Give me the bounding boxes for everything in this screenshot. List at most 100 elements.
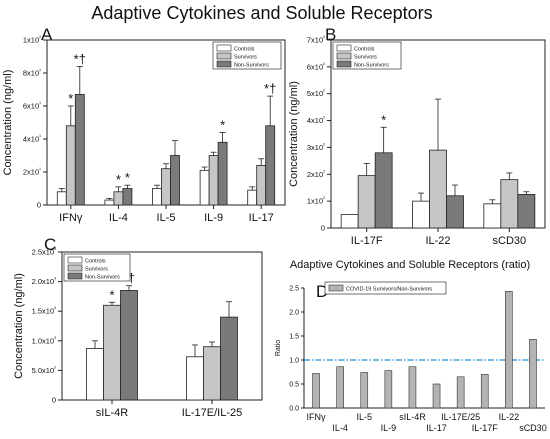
bar — [208, 155, 219, 206]
ratio-bar — [336, 366, 344, 409]
bar — [120, 290, 138, 401]
legend-swatch — [216, 44, 232, 52]
bar — [483, 203, 502, 229]
bar — [500, 179, 519, 229]
bar — [374, 152, 393, 229]
legend-label: Survivors — [85, 267, 108, 273]
y-tick-label: 3x10² — [307, 143, 325, 152]
x-tick-label: IL-17F — [472, 423, 499, 433]
significance-marker: * — [220, 117, 225, 132]
bar — [220, 316, 238, 401]
bar — [429, 149, 447, 229]
bar — [357, 175, 376, 229]
bar — [86, 348, 104, 401]
y-tick-label: 1.5 — [289, 334, 299, 341]
significance-marker: * — [68, 91, 73, 106]
ratio-bar — [408, 366, 417, 409]
y-axis-label: Concentration (ng/ml) — [2, 70, 14, 176]
panel-letter: A — [41, 25, 53, 44]
bar — [446, 195, 464, 229]
y-tick-label: 2.0x10³ — [32, 277, 57, 286]
y-tick-label: 1.0x10³ — [32, 336, 57, 345]
bar — [170, 155, 180, 206]
x-tick-label: IL-5 — [356, 412, 372, 422]
x-tick-label: IL-22 — [499, 412, 520, 422]
y-axis-label: Concentration (ng/ml) — [288, 81, 300, 187]
ratio-bar — [312, 373, 320, 409]
ratio-bar — [505, 291, 513, 409]
plot-frame — [61, 251, 263, 401]
x-tick-label: sIL-4R — [399, 412, 426, 422]
panel-letter: C — [44, 235, 56, 254]
ratio-bar — [384, 370, 393, 409]
ratio-bar — [480, 374, 489, 409]
bar — [152, 188, 162, 206]
y-tick-label: 1x10² — [307, 197, 325, 206]
significance-marker: * — [381, 112, 386, 127]
x-tick-label: IL-5 — [157, 212, 176, 224]
y-tick-label: 0.0 — [289, 406, 299, 413]
y-tick-label: 2.0 — [289, 310, 299, 317]
x-tick-label: IL-9 — [381, 423, 397, 433]
panel-d-title: Adaptive Cytokines and Soluble Receptors… — [290, 259, 530, 271]
y-tick-label: 4x10² — [307, 116, 325, 125]
legend-label: Survivors — [354, 55, 377, 61]
legend: COVID-19 Survivors/Non-Survivors — [324, 281, 447, 295]
panel-b-chart: B Concentration (ng/ml) 0 1x10² 2x10² 3x10² 4x… — [288, 25, 546, 247]
bar — [412, 200, 430, 229]
bar — [256, 164, 267, 206]
bar — [186, 356, 204, 401]
legend-label: Controls — [85, 259, 106, 265]
legend-label: Non-Survivors — [354, 63, 389, 69]
bar — [56, 191, 67, 206]
y-tick-label: 2.5 — [289, 286, 299, 293]
legend: Controls Survivors Non-Survivors — [332, 41, 402, 70]
legend-swatch — [67, 264, 83, 272]
significance-marker: * — [125, 170, 130, 185]
legend: Controls Survivors Non-Survivors — [212, 41, 282, 70]
panel-a-chart: A Concentration (ng/ml) 0 2x10¹ 4x10¹ 6x10¹ 8x… — [2, 25, 286, 224]
y-tick-label: 7x10² — [307, 36, 325, 45]
bar — [113, 191, 124, 206]
bar — [103, 304, 121, 401]
ratio-bar — [432, 383, 441, 409]
y-tick-label: 2.5x10³ — [32, 248, 57, 257]
significance-marker: *† — [74, 51, 86, 66]
x-tick-label: IFNγ — [59, 212, 83, 224]
y-tick-label: 1.0 — [289, 358, 299, 365]
y-tick-label: 0.5 — [289, 382, 299, 389]
legend-swatch — [336, 60, 352, 68]
y-tick-label: 1x10² — [23, 36, 41, 45]
panel-d-chart: Adaptive Cytokines and Soluble Receptors… — [275, 259, 547, 433]
panel-c-chart: C Concentration (ng/ml) 0 5.0x10² 1.0x10³ 1.5… — [13, 235, 263, 419]
y-tick-label: 0 — [37, 201, 41, 210]
bar — [104, 199, 115, 206]
legend-swatch — [328, 284, 344, 292]
x-tick-label: IL-4 — [332, 423, 348, 433]
x-tick-label: IL-4 — [109, 212, 128, 224]
y-tick-label: 0 — [52, 396, 56, 405]
x-tick-label: IL-22 — [425, 235, 450, 247]
x-tick-label: sIL-4R — [96, 407, 128, 419]
bar — [340, 214, 359, 229]
legend-label: Non-Survivors — [234, 63, 269, 69]
bar — [65, 125, 76, 206]
figure-title: Adaptive Cytokines and Soluble Receptors — [91, 3, 432, 23]
legend-label: Non-Survivors — [85, 275, 120, 281]
legend: Controls Survivors Non-Survivors — [63, 253, 131, 282]
ratio-bar — [529, 339, 537, 409]
bar — [247, 189, 258, 206]
y-tick-label: 6x10¹ — [23, 102, 41, 111]
legend-swatch — [336, 52, 352, 60]
legend-label: Controls — [234, 47, 255, 53]
significance-marker: *† — [264, 81, 276, 96]
y-tick-label: 1.5x10³ — [32, 307, 57, 316]
y-tick-label: 0 — [321, 224, 325, 233]
panel-letter: B — [325, 25, 336, 44]
bar — [265, 125, 276, 206]
ratio-bar — [456, 376, 465, 409]
legend-box — [324, 281, 447, 295]
legend-label: Controls — [354, 47, 375, 53]
x-tick-label: sCD30 — [519, 423, 547, 433]
